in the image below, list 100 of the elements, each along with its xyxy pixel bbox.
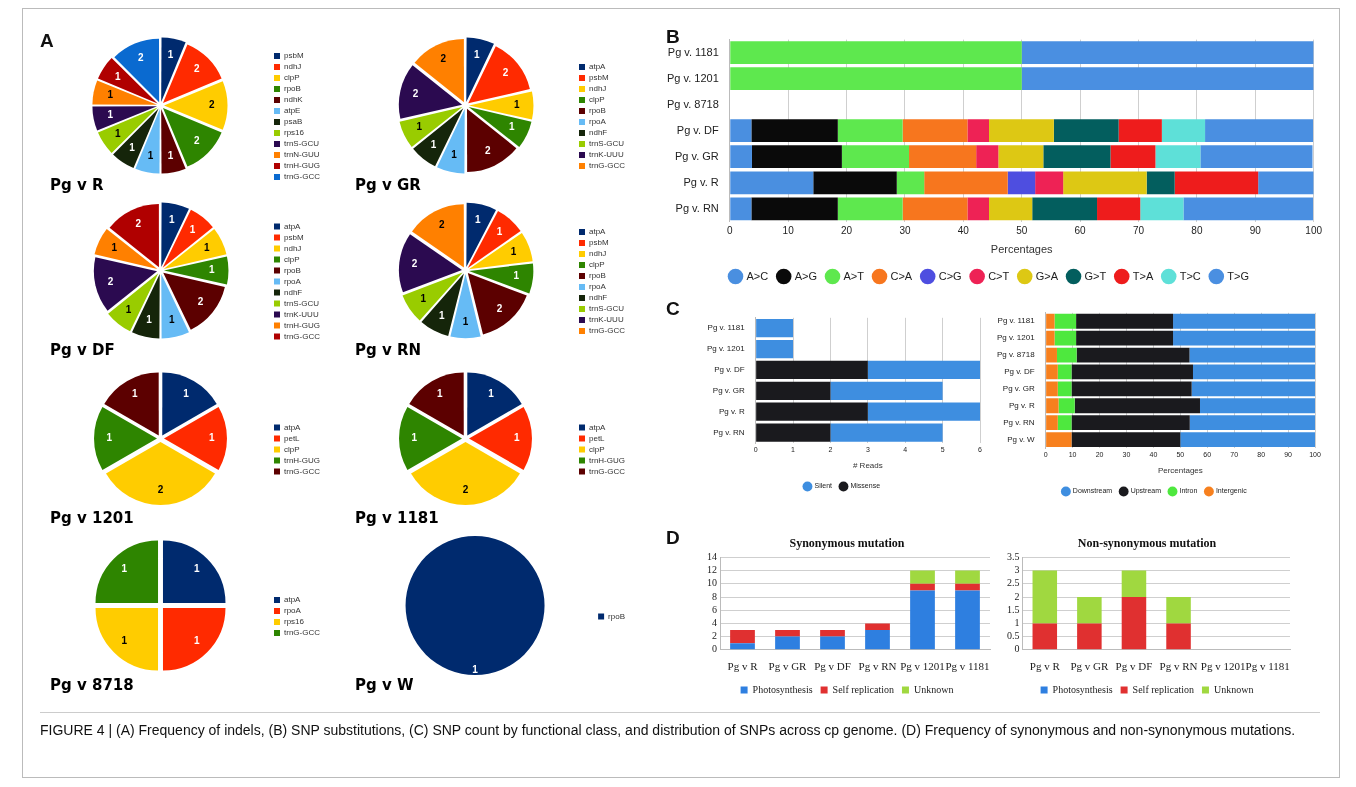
data-label: 2 xyxy=(193,135,200,147)
y-tick-label: Pg v. 1181 xyxy=(667,45,719,58)
data-label: 1 xyxy=(129,141,136,153)
legend-label: atpA xyxy=(284,595,302,605)
data-label: 1 xyxy=(510,246,517,258)
y-tick-label: 1 xyxy=(1014,617,1020,629)
bar xyxy=(902,119,968,143)
legend-label: ndhJ xyxy=(284,243,302,253)
bar xyxy=(1032,570,1058,624)
bar xyxy=(1046,330,1055,346)
legend-label: trnG-GCC xyxy=(589,326,626,336)
data-label: 2 xyxy=(193,63,200,75)
legend-label: trnN-GUU xyxy=(284,150,320,160)
data-label: 1 xyxy=(106,432,113,444)
y-tick-label: Pg v. 8718 xyxy=(997,350,1036,360)
bar xyxy=(967,119,990,143)
legend-label: G>T xyxy=(1084,269,1107,282)
legend-label: atpE xyxy=(284,106,301,116)
legend-label: atpA xyxy=(589,227,607,237)
legend-label: T>A xyxy=(1132,269,1154,282)
legend-label: Unknown xyxy=(913,683,954,695)
data-label: 1 xyxy=(430,139,437,151)
legend-label: trnH-GUG xyxy=(284,320,320,330)
x-tick-label: 50 xyxy=(1016,224,1028,236)
bar xyxy=(896,171,925,195)
legend-label: trnS-GCU xyxy=(589,304,625,314)
bar xyxy=(955,583,980,591)
data-label: 1 xyxy=(167,48,174,60)
x-tick-label: 20 xyxy=(840,224,853,236)
bar xyxy=(1046,398,1059,414)
bar xyxy=(1146,171,1175,195)
data-label: 1 xyxy=(451,149,458,161)
x-tick-label: Pg v GR xyxy=(768,660,808,673)
legend-label: trnS-GCU xyxy=(284,298,320,308)
y-tick-label: Pg v. W xyxy=(1007,434,1036,444)
x-tick-label: Pg v 1201 xyxy=(900,660,945,673)
y-tick-label: Pg v. DF xyxy=(676,123,720,136)
data-label: 1 xyxy=(513,432,520,444)
bar xyxy=(910,570,935,584)
bar xyxy=(1155,145,1201,169)
bar xyxy=(1046,364,1058,380)
bar xyxy=(1180,432,1315,447)
bar xyxy=(756,319,794,338)
y-tick-label: Pg v. RN xyxy=(1003,417,1035,427)
x-tick-label: Pg v GR xyxy=(1070,660,1109,673)
data-label: 2 xyxy=(496,302,503,314)
bar xyxy=(756,381,831,400)
bar xyxy=(756,402,868,421)
chart-title: Non-synonymous mutation xyxy=(1077,536,1217,551)
y-tick-label: 3 xyxy=(1014,564,1020,576)
bar xyxy=(1166,597,1191,624)
y-tick-label: Pg v. DF xyxy=(714,365,745,375)
bar xyxy=(1192,364,1315,380)
bar xyxy=(989,119,1054,143)
legend-label: clpP xyxy=(284,254,300,264)
y-tick-label: Pg v. 1201 xyxy=(667,71,719,84)
legend-label: trnS-GCU xyxy=(589,139,625,149)
bar xyxy=(730,67,1022,91)
bar xyxy=(1046,415,1058,431)
legend-label: petL xyxy=(589,433,606,443)
bar xyxy=(1032,623,1058,650)
legend-label: rpoB xyxy=(284,84,301,94)
bar xyxy=(1189,415,1315,431)
y-tick-label: 8 xyxy=(712,590,717,602)
bar xyxy=(775,630,800,637)
bar xyxy=(1189,347,1315,363)
text: Pg v 1201 xyxy=(50,508,134,527)
legend-label: rps16 xyxy=(284,617,305,627)
legend-label: clpP xyxy=(589,444,605,454)
legend-label: clpP xyxy=(284,444,300,454)
y-tick-label: 6 xyxy=(712,603,717,615)
bar xyxy=(1054,313,1077,329)
bar xyxy=(1161,119,1206,143)
bar xyxy=(751,119,838,143)
x-tick-label: Pg v RN xyxy=(1159,660,1198,673)
x-axis-title: Percentages xyxy=(990,243,1054,256)
legend-label: Unknown xyxy=(1213,683,1254,695)
y-tick-label: 14 xyxy=(707,551,717,563)
bar xyxy=(1063,171,1147,195)
bar xyxy=(1046,347,1057,363)
bar xyxy=(1174,171,1259,195)
data-label: 2 xyxy=(484,145,491,157)
y-tick-label: Pg v. DF xyxy=(1004,367,1035,377)
legend-label: T>G xyxy=(1227,269,1249,282)
legend-label: ndhJ xyxy=(284,62,302,72)
legend-label: Self replication xyxy=(832,683,894,695)
bar xyxy=(1205,119,1314,143)
x-tick-label: Pg v DF xyxy=(1115,660,1153,673)
bar xyxy=(1046,313,1055,329)
legend-label: rpoB xyxy=(589,106,606,116)
legend-label: rpoB xyxy=(589,271,606,281)
legend-label: ndhK xyxy=(284,95,304,105)
data-label: 2 xyxy=(462,483,469,495)
bar xyxy=(1043,145,1111,169)
bar xyxy=(756,423,831,442)
legend-label: rpoA xyxy=(284,276,302,286)
data-label: 2 xyxy=(502,67,509,79)
y-tick-label: Pg v. 1201 xyxy=(707,344,746,354)
text: A xyxy=(40,30,54,52)
bar xyxy=(1166,623,1191,650)
